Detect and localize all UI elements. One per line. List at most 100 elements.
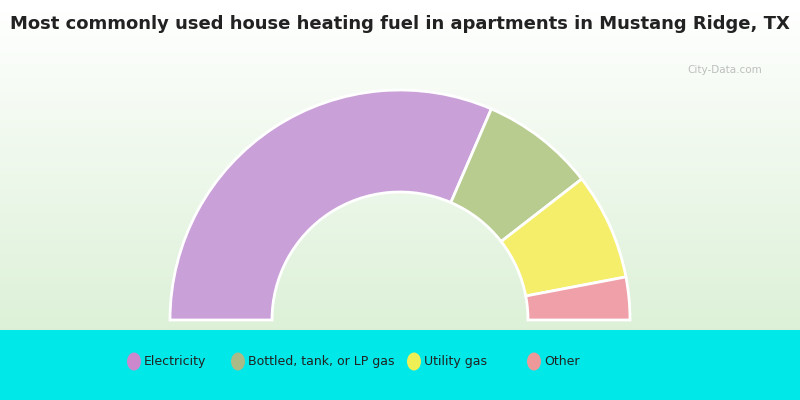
Bar bbox=[0, 117, 800, 119]
Bar bbox=[0, 180, 800, 182]
Bar bbox=[0, 323, 800, 325]
Bar bbox=[0, 198, 800, 200]
Bar bbox=[0, 269, 800, 270]
Bar bbox=[0, 328, 800, 330]
Bar bbox=[0, 91, 800, 92]
Bar bbox=[0, 43, 800, 44]
Bar bbox=[0, 276, 800, 277]
Bar bbox=[0, 106, 800, 107]
Bar bbox=[0, 286, 800, 287]
Bar bbox=[0, 308, 800, 310]
Bar bbox=[0, 256, 800, 258]
Bar bbox=[0, 162, 800, 163]
Bar bbox=[0, 223, 800, 224]
Bar bbox=[0, 299, 800, 300]
Bar bbox=[0, 96, 800, 97]
Bar bbox=[0, 220, 800, 221]
Bar bbox=[0, 97, 800, 99]
Bar bbox=[0, 196, 800, 198]
Bar bbox=[0, 280, 800, 282]
Bar bbox=[0, 53, 800, 54]
Bar bbox=[0, 154, 800, 155]
Bar bbox=[0, 3, 800, 5]
Bar bbox=[0, 325, 800, 327]
Bar bbox=[0, 76, 800, 78]
Bar bbox=[0, 50, 800, 51]
Bar bbox=[0, 107, 800, 109]
Bar bbox=[0, 135, 800, 137]
Bar bbox=[0, 8, 800, 10]
Bar bbox=[0, 188, 800, 190]
Bar bbox=[0, 231, 800, 233]
Text: City-Data.com: City-Data.com bbox=[687, 65, 762, 75]
Bar bbox=[0, 78, 800, 79]
Bar bbox=[0, 246, 800, 248]
Bar bbox=[0, 35, 800, 36]
Bar bbox=[0, 314, 800, 315]
Bar bbox=[0, 173, 800, 175]
Bar bbox=[0, 292, 800, 294]
Bar bbox=[0, 59, 800, 61]
Bar bbox=[0, 25, 800, 26]
Bar bbox=[0, 208, 800, 210]
Bar bbox=[0, 114, 800, 116]
Bar bbox=[0, 178, 800, 180]
Bar bbox=[0, 244, 800, 246]
Bar bbox=[0, 239, 800, 241]
Ellipse shape bbox=[527, 352, 541, 370]
Bar bbox=[0, 182, 800, 183]
Bar bbox=[0, 158, 800, 160]
Bar bbox=[0, 228, 800, 229]
Bar bbox=[0, 63, 800, 64]
Bar bbox=[0, 251, 800, 252]
Bar bbox=[0, 221, 800, 223]
Bar bbox=[0, 224, 800, 226]
Bar bbox=[0, 44, 800, 46]
Bar bbox=[0, 272, 800, 274]
Bar bbox=[0, 274, 800, 276]
Bar bbox=[0, 175, 800, 176]
Wedge shape bbox=[451, 109, 582, 242]
Text: Utility gas: Utility gas bbox=[424, 355, 487, 368]
Bar bbox=[0, 216, 800, 218]
Bar bbox=[0, 16, 800, 18]
Bar bbox=[0, 127, 800, 129]
Text: Most commonly used house heating fuel in apartments in Mustang Ridge, TX: Most commonly used house heating fuel in… bbox=[10, 15, 790, 33]
Bar bbox=[0, 33, 800, 35]
Bar bbox=[0, 99, 800, 101]
Bar bbox=[0, 236, 800, 238]
Bar bbox=[0, 20, 800, 22]
Bar bbox=[0, 119, 800, 120]
Bar bbox=[0, 79, 800, 81]
Bar bbox=[0, 233, 800, 234]
Bar bbox=[0, 284, 800, 286]
Text: Electricity: Electricity bbox=[144, 355, 206, 368]
Bar bbox=[0, 102, 800, 104]
Bar bbox=[0, 312, 800, 314]
Bar bbox=[0, 258, 800, 259]
Bar bbox=[0, 290, 800, 292]
Bar bbox=[0, 282, 800, 284]
Bar bbox=[0, 130, 800, 132]
Bar bbox=[0, 305, 800, 307]
Bar bbox=[0, 152, 800, 154]
Bar bbox=[0, 66, 800, 68]
Bar bbox=[0, 168, 800, 170]
Bar bbox=[0, 84, 800, 86]
Bar bbox=[0, 101, 800, 102]
Bar bbox=[0, 86, 800, 88]
Bar bbox=[0, 279, 800, 280]
Bar bbox=[0, 48, 800, 50]
Bar bbox=[0, 170, 800, 172]
Bar bbox=[0, 213, 800, 214]
Bar bbox=[0, 51, 800, 53]
Bar bbox=[0, 134, 800, 135]
Ellipse shape bbox=[407, 352, 421, 370]
Bar bbox=[0, 10, 800, 12]
Bar bbox=[0, 302, 800, 304]
Bar bbox=[0, 132, 800, 134]
Bar bbox=[0, 252, 800, 254]
Bar bbox=[0, 157, 800, 158]
Bar bbox=[0, 18, 800, 20]
Bar bbox=[0, 12, 800, 13]
